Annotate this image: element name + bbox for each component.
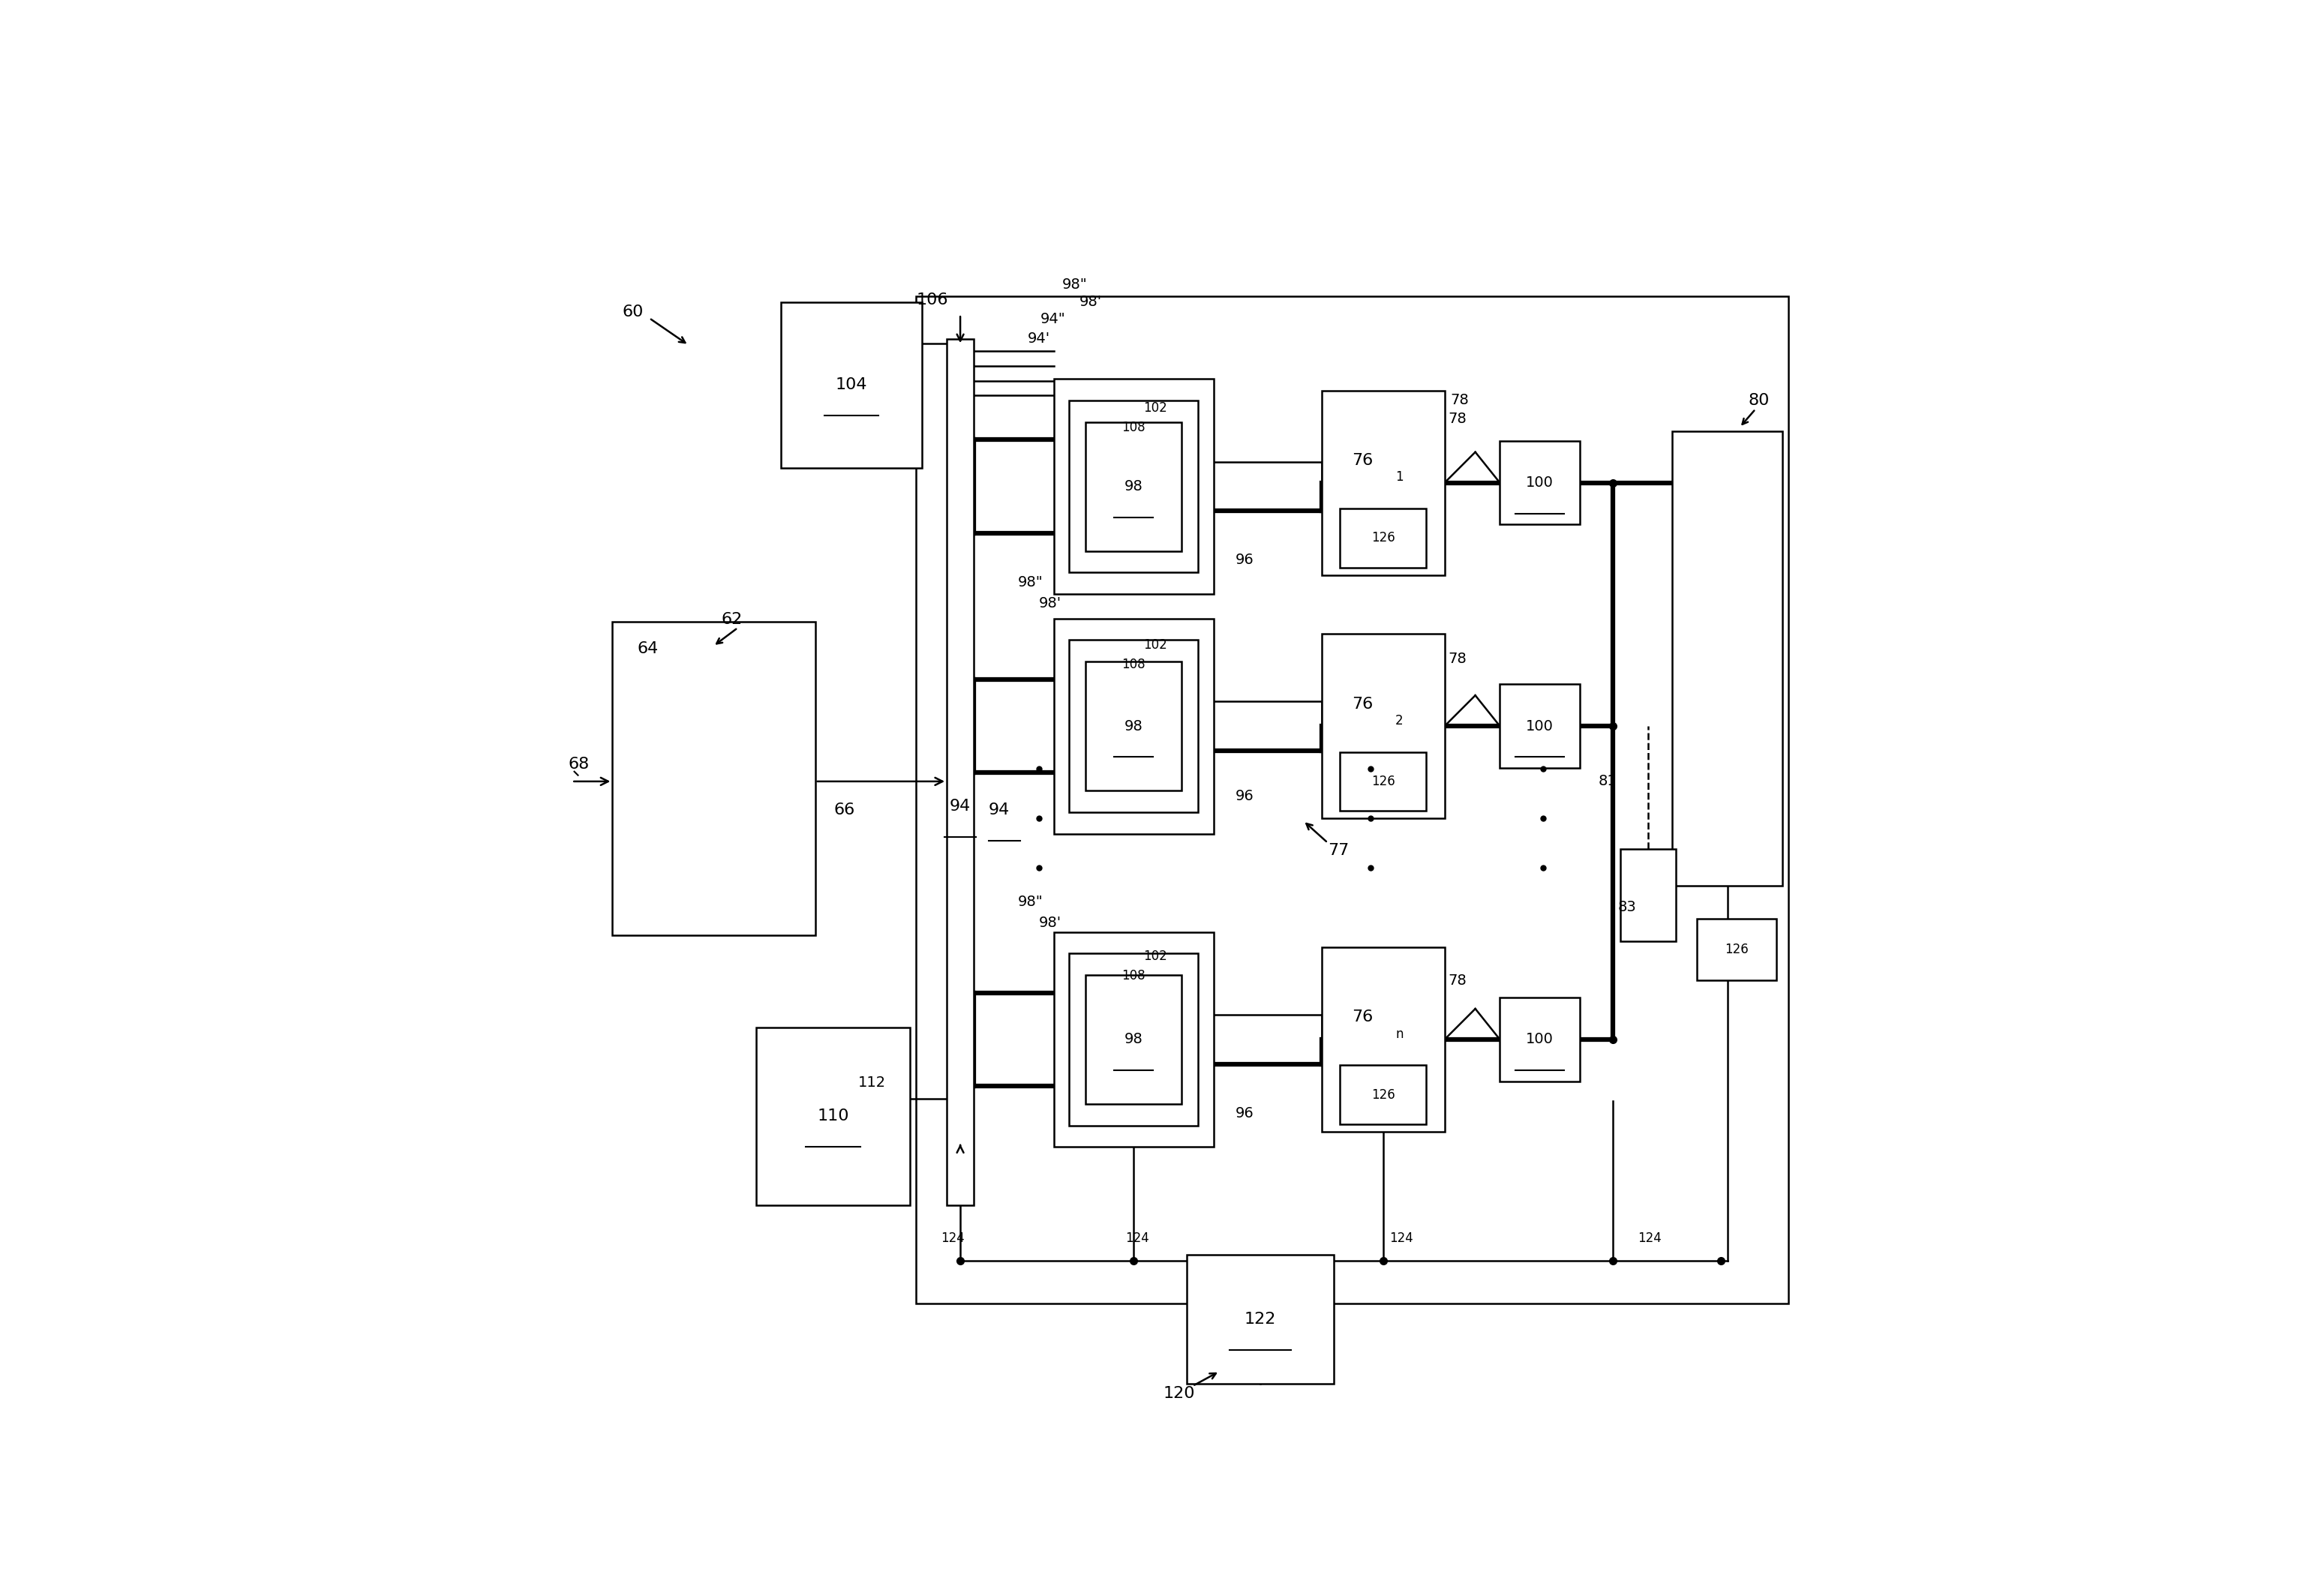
Text: 76: 76	[1352, 696, 1373, 712]
Text: 76: 76	[1352, 1010, 1373, 1025]
Text: 1: 1	[1396, 471, 1403, 484]
Bar	[1340, 1065, 1426, 1124]
Text: 112: 112	[859, 1076, 887, 1090]
Text: 78: 78	[1449, 974, 1467, 988]
Bar	[1069, 401, 1198, 573]
Bar	[917, 295, 1789, 1304]
Text: 77: 77	[1329, 843, 1350, 857]
Text: 94': 94'	[1027, 332, 1050, 346]
Text: 66: 66	[834, 803, 854, 817]
Text: 94": 94"	[1041, 313, 1066, 327]
Text: 124: 124	[940, 1232, 965, 1245]
Text: 126: 126	[1370, 531, 1396, 544]
Text: 83: 83	[1619, 900, 1637, 915]
Text: 98": 98"	[1018, 895, 1043, 910]
Bar	[755, 1028, 910, 1205]
Text: 124: 124	[1124, 1232, 1149, 1245]
Text: 102: 102	[1142, 638, 1168, 651]
Text: 108: 108	[1122, 658, 1145, 672]
Text: 108: 108	[1122, 421, 1145, 434]
Text: 60: 60	[622, 305, 643, 319]
Bar	[1499, 440, 1580, 525]
Bar	[1069, 640, 1198, 812]
Text: 76: 76	[1352, 453, 1373, 468]
Bar	[613, 621, 815, 935]
Text: 126: 126	[1725, 943, 1748, 956]
Bar	[1055, 378, 1214, 594]
Text: 102: 102	[1142, 950, 1168, 962]
Bar	[1186, 1254, 1333, 1384]
Bar	[947, 338, 974, 1205]
Text: 81: 81	[1598, 774, 1617, 788]
Bar	[1322, 948, 1444, 1132]
Bar	[1069, 953, 1198, 1125]
Text: 124: 124	[1637, 1232, 1660, 1245]
Bar	[1322, 391, 1444, 575]
Bar	[1340, 752, 1426, 811]
Text: 98': 98'	[1039, 595, 1062, 610]
Bar	[1085, 421, 1181, 551]
Text: 126: 126	[1370, 774, 1396, 788]
Text: 96: 96	[1237, 1106, 1255, 1120]
Text: 62: 62	[721, 611, 742, 627]
Bar	[1085, 662, 1181, 790]
Text: 96: 96	[1237, 554, 1255, 567]
Bar	[1055, 619, 1214, 833]
Text: 100: 100	[1527, 718, 1555, 733]
Text: 78: 78	[1449, 651, 1467, 666]
Text: 98: 98	[1124, 1033, 1142, 1047]
Text: 126: 126	[1370, 1088, 1396, 1101]
Text: 108: 108	[1122, 969, 1145, 982]
Text: 98': 98'	[1039, 916, 1062, 930]
Bar	[1672, 431, 1783, 886]
Text: 98': 98'	[1080, 295, 1103, 310]
Text: 98": 98"	[1018, 575, 1043, 589]
Bar	[1499, 998, 1580, 1080]
Text: 120: 120	[1163, 1385, 1195, 1401]
Text: n: n	[1396, 1028, 1403, 1041]
Text: 78: 78	[1451, 393, 1469, 407]
Text: 98": 98"	[1062, 278, 1087, 292]
Text: 100: 100	[1527, 476, 1555, 490]
Text: 2: 2	[1396, 713, 1403, 728]
Bar	[1621, 849, 1677, 942]
Bar	[1322, 634, 1444, 819]
Text: 100: 100	[1527, 1033, 1555, 1047]
Text: 78: 78	[1449, 412, 1467, 426]
Bar	[1499, 685, 1580, 768]
Text: 104: 104	[836, 378, 868, 393]
Text: 80: 80	[1748, 393, 1769, 409]
Text: 102: 102	[1142, 401, 1168, 415]
Text: 96: 96	[1237, 788, 1255, 803]
Bar	[1340, 509, 1426, 568]
Text: 94: 94	[988, 803, 1009, 817]
Text: 98: 98	[1124, 479, 1142, 493]
Text: 68: 68	[569, 757, 590, 772]
Bar	[781, 302, 921, 468]
Text: 64: 64	[638, 642, 659, 656]
Text: 124: 124	[1389, 1232, 1414, 1245]
Bar	[1055, 932, 1214, 1148]
Text: 106: 106	[917, 292, 949, 306]
Text: 122: 122	[1244, 1312, 1276, 1326]
Text: 94: 94	[949, 798, 972, 814]
Text: 110: 110	[818, 1109, 850, 1124]
Text: 98: 98	[1124, 718, 1142, 733]
Bar	[1697, 919, 1776, 980]
Bar	[1085, 975, 1181, 1104]
